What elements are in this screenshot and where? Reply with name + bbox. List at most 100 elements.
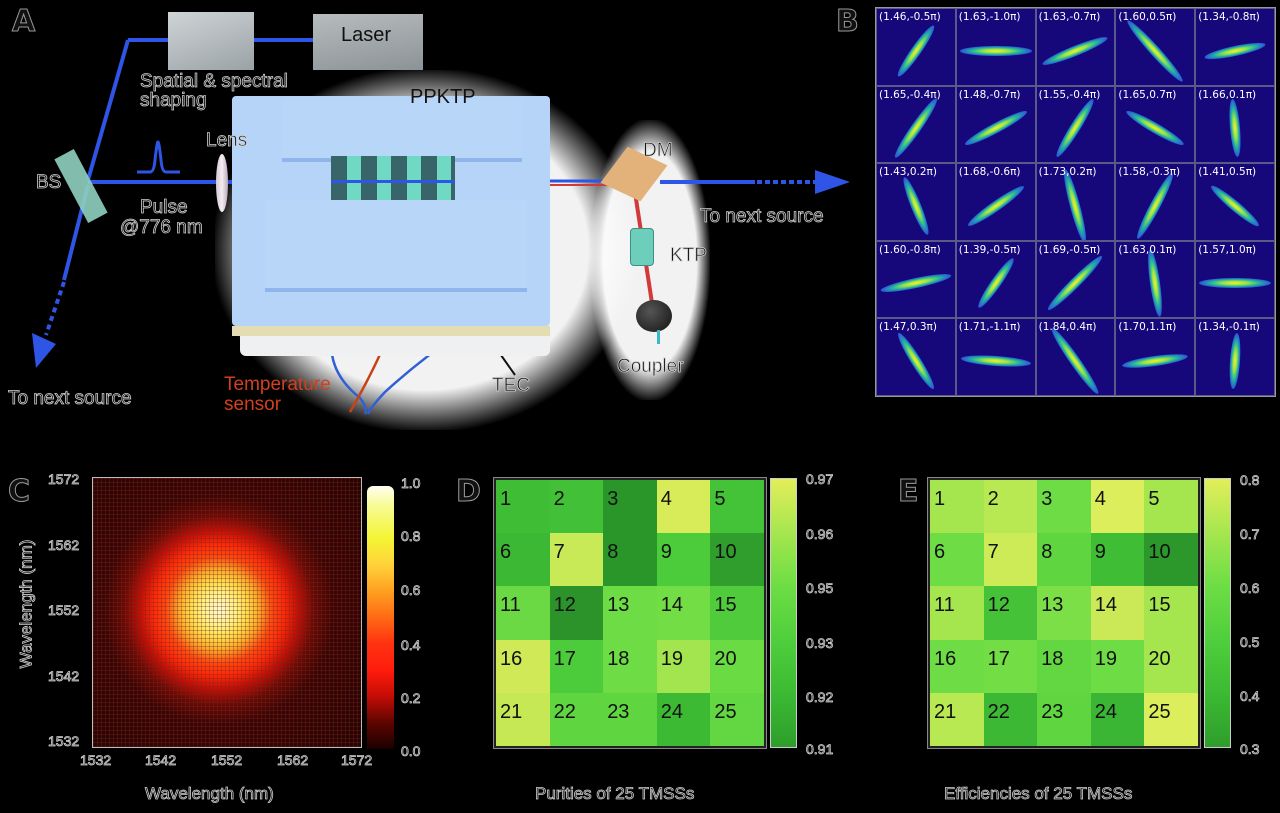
purity-cell: 19 — [656, 639, 711, 693]
panel-letter-b: B — [836, 4, 860, 40]
temp-label-line2: sensor — [224, 394, 282, 415]
purity-cell: 12 — [549, 586, 604, 640]
purity-cell: 5 — [710, 480, 764, 534]
efficiency-cell: 4 — [1090, 480, 1145, 534]
c-cbar-tick-3: 0.4 — [401, 637, 421, 654]
c-xtick-1: 1542 — [145, 752, 177, 769]
pulse-label: Pulse @776 nm — [120, 197, 203, 238]
efficiency-cell: 20 — [1144, 639, 1198, 693]
bs-label: BS — [36, 172, 62, 194]
efficiency-cell: 1 — [930, 480, 984, 534]
purity-cell: 8 — [603, 533, 657, 587]
wigner-ellipse — [899, 175, 933, 237]
c-xlabel: Wavelength (nm) — [145, 784, 275, 804]
wigner-cell-label: (1.57,1.0π) — [1198, 243, 1257, 256]
wigner-cell-label: (1.39,-0.5π) — [958, 243, 1021, 256]
laser-label: Laser — [341, 24, 392, 46]
temp-label-line1: Temperature — [224, 374, 331, 395]
c-ytick-2: 1552 — [48, 602, 80, 619]
wigner-ellipse — [974, 255, 1017, 311]
ppktp-label: PPKTP — [410, 86, 476, 108]
wigner-cell-label: (1.63,0.1π) — [1118, 243, 1177, 256]
efficiency-grid: 1 2 3 4 5 6 7 8 9 10 11 12 13 14 15 16 17 18 19 20 21 22 23 24 2… — [927, 477, 1201, 749]
purity-cell: 14 — [656, 586, 711, 640]
tec-label: TEC — [492, 375, 531, 397]
purity-cell: 11 — [496, 586, 550, 640]
wigner-ellipse — [1227, 98, 1243, 158]
purity-colorbar — [770, 478, 797, 748]
tec-layer — [232, 326, 550, 336]
c-cbar-tick-2: 0.6 — [401, 582, 421, 599]
wigner-cell: (1.58,-0.3π) — [1115, 163, 1196, 241]
c-xtick-2: 1552 — [211, 752, 243, 769]
wigner-cell-label: (1.71,-1.1π) — [958, 321, 1021, 334]
e-cbar-tick-3: 0.5 — [1240, 634, 1260, 651]
efficiency-cell: 13 — [1037, 586, 1091, 640]
efficiency-cell: 10 — [1144, 533, 1198, 587]
wigner-ellipse — [891, 95, 941, 161]
next-source-left-label: To next source — [8, 388, 132, 410]
wigner-ellipse — [964, 182, 1027, 230]
c-ylabel: Wavelength (nm) — [16, 539, 36, 669]
purity-cell: 16 — [496, 639, 550, 693]
wigner-cell-label: (1.65,0.7π) — [1118, 88, 1177, 101]
shaping-label-line2: shaping — [140, 90, 207, 111]
wigner-ellipse — [879, 270, 953, 296]
c-ytick-0: 1572 — [48, 471, 80, 488]
efficiency-cell: 11 — [930, 586, 984, 640]
efficiency-cell: 19 — [1090, 639, 1145, 693]
shaping-label: Spatial & spectral shaping — [140, 72, 289, 111]
c-xtick-0: 1532 — [80, 752, 112, 769]
coupler-label: Coupler — [617, 356, 684, 378]
efficiency-cell: 25 — [1144, 692, 1198, 746]
panel-letter-e: E — [898, 474, 919, 510]
panel-letter-a: A — [11, 4, 36, 40]
c-ytick-1: 1562 — [48, 537, 80, 554]
jsi-colorbar — [367, 486, 394, 749]
wigner-cell: (1.43,0.2π) — [876, 163, 956, 241]
wigner-cell-label: (1.41,0.5π) — [1198, 166, 1257, 179]
wigner-cell-label: (1.63,-1.0π) — [958, 11, 1021, 23]
lower-block — [265, 200, 527, 288]
wigner-cell-label: (1.66,0.1π) — [1198, 88, 1257, 101]
efficiency-cell: 17 — [983, 639, 1038, 693]
next-source-right-label: To next source — [700, 206, 824, 228]
wigner-cell: (1.34,-0.1π) — [1195, 318, 1275, 396]
crystal-beam — [331, 180, 455, 183]
ktp-label: KTP — [670, 245, 708, 267]
purity-cell: 2 — [549, 480, 604, 534]
c-ytick-3: 1542 — [48, 668, 80, 685]
d-cbar-tick-1: 0.96 — [806, 526, 834, 543]
d-cbar-tick-4: 0.92 — [806, 689, 834, 706]
efficiency-cell: 23 — [1037, 692, 1091, 746]
e-cbar-tick-2: 0.6 — [1240, 580, 1260, 597]
jsi-heatmap — [92, 477, 362, 748]
tec-bottom — [240, 336, 550, 356]
wigner-ellipse — [1208, 182, 1263, 230]
wigner-cell: (1.60,-0.8π) — [876, 240, 956, 319]
wigner-ellipse — [1121, 351, 1189, 371]
wigner-ellipse — [1053, 96, 1098, 160]
c-cbar-tick-0: 1.0 — [401, 475, 421, 492]
wigner-ellipse — [962, 107, 1029, 150]
wigner-cell-label: (1.70,1.1π) — [1118, 321, 1177, 334]
purity-cell: 7 — [549, 533, 604, 587]
wigner-cell-label: (1.55,-0.4π) — [1038, 88, 1101, 101]
e-cbar-tick-1: 0.7 — [1240, 526, 1260, 543]
wigner-cell-label: (1.47,0.3π) — [879, 321, 937, 334]
efficiency-cell: 6 — [930, 533, 984, 587]
wigner-ellipse — [894, 22, 938, 79]
dm-label: DM — [643, 140, 673, 162]
purity-cell: 13 — [603, 586, 657, 640]
efficiency-cell: 24 — [1090, 692, 1145, 746]
wigner-cell-label: (1.58,-0.3π) — [1118, 166, 1181, 179]
laser-box: Laser — [313, 14, 423, 70]
efficiency-cell: 16 — [930, 639, 984, 693]
wigner-grid: (1.46,-0.5π) (1.63,-1.0π) (1.63,-0.7π) (1.6… — [876, 8, 1275, 396]
wigner-cell-label: (1.48,-0.7π) — [958, 88, 1021, 101]
purity-cell: 25 — [710, 692, 764, 746]
wigner-cell: (1.73,0.2π) — [1035, 163, 1116, 241]
panel-letter-d: D — [456, 474, 482, 510]
wigner-ellipse — [960, 353, 1031, 369]
efficiency-cell: 21 — [930, 692, 984, 746]
